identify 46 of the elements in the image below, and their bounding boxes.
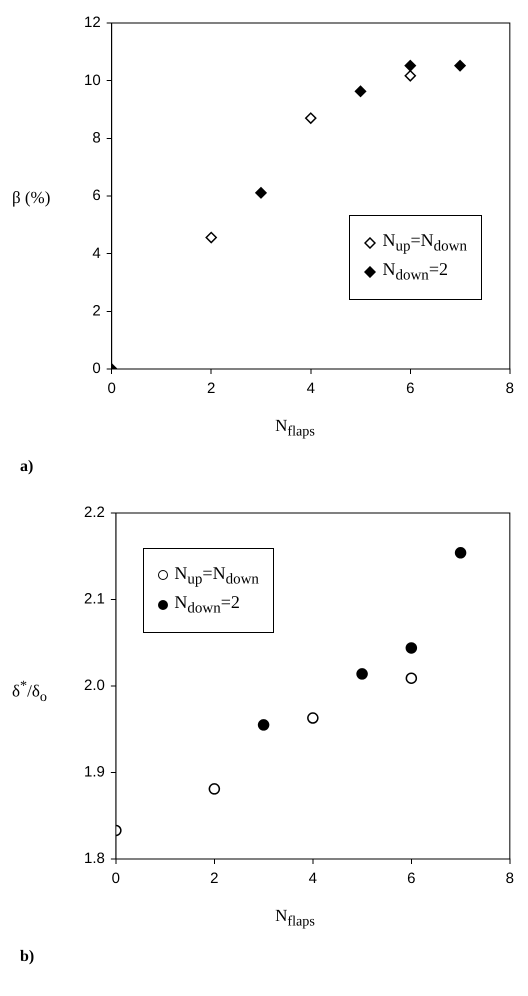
point [307, 712, 319, 724]
x-tick-label: 6 [406, 380, 414, 398]
point [454, 60, 466, 72]
x-tick-label: 6 [407, 870, 416, 888]
y-tick-label: 2.1 [84, 590, 105, 608]
text: a) [20, 458, 34, 476]
legend-label: N$_{down}$=2 [382, 259, 448, 285]
point [404, 70, 416, 82]
x-tick-label: 8 [506, 870, 514, 888]
x-tick-label: 2 [210, 870, 219, 888]
x-tick-label: 0 [108, 380, 116, 398]
x-axis-title: N$_{flaps}$ [274, 416, 316, 440]
point [255, 187, 267, 199]
y-tick-label: 2 [92, 302, 101, 320]
point [208, 783, 220, 795]
text: b) [20, 948, 34, 966]
x-tick-label: 0 [112, 870, 120, 888]
point [305, 112, 317, 124]
point [258, 719, 270, 731]
point [354, 86, 366, 98]
x-tick-label: 2 [207, 380, 216, 398]
point [404, 60, 416, 72]
legend-label: N$_{down}$=2 [174, 592, 240, 618]
point [205, 232, 217, 244]
x-axis-title: N$_{flaps}$ [274, 906, 316, 930]
point [454, 547, 466, 559]
y-axis-title: β (%) [12, 188, 50, 208]
y-tick-label: 1.9 [84, 764, 105, 781]
y-tick-label: 0 [92, 360, 101, 378]
y-tick-label: 2.2 [84, 504, 105, 522]
x-tick-label: 4 [308, 870, 318, 888]
y-axis-title: δ$^{*}$/δ$_{o}$ [12, 678, 47, 706]
point [356, 668, 368, 680]
y-tick-label: 10 [84, 72, 101, 89]
point [406, 672, 418, 684]
y-tick-label: 4 [92, 244, 101, 262]
y-tick-label: 8 [92, 129, 101, 146]
legend-label: N$_{up}$=N$_{down}$ [382, 230, 467, 256]
y-tick-label: 6 [92, 187, 101, 204]
legend-label: N$_{up}$=N$_{down}$ [174, 562, 259, 588]
x-tick-label: 4 [306, 380, 315, 398]
x-tick-label: 8 [506, 380, 514, 398]
y-tick-label: 1.8 [84, 850, 105, 868]
y-tick-label: 2.0 [84, 677, 105, 694]
point [406, 642, 418, 654]
y-tick-label: 12 [84, 14, 101, 32]
